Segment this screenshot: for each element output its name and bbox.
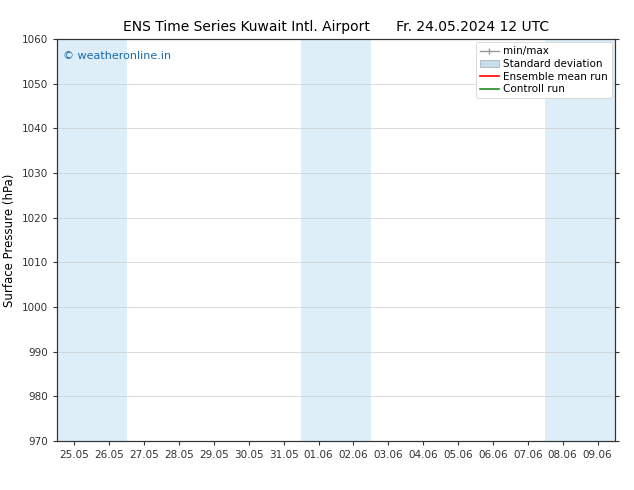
Text: © weatheronline.in: © weatheronline.in <box>63 51 171 61</box>
Y-axis label: Surface Pressure (hPa): Surface Pressure (hPa) <box>3 173 16 307</box>
Legend: min/max, Standard deviation, Ensemble mean run, Controll run: min/max, Standard deviation, Ensemble me… <box>476 42 612 98</box>
Title: ENS Time Series Kuwait Intl. Airport      Fr. 24.05.2024 12 UTC: ENS Time Series Kuwait Intl. Airport Fr.… <box>123 20 549 34</box>
Bar <box>301 39 371 441</box>
Bar <box>545 39 615 441</box>
Bar <box>57 39 127 441</box>
